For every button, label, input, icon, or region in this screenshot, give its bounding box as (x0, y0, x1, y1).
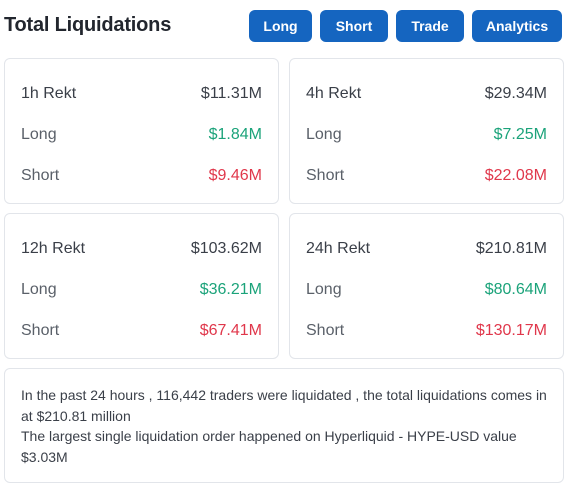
header-buttons: Long Short Trade Analytics (249, 10, 562, 42)
trade-button[interactable]: Trade (396, 10, 464, 42)
card-total-row: 12h Rekt $103.62M (21, 238, 262, 260)
page-title: Total Liquidations (4, 14, 172, 36)
card-long-label: Long (21, 281, 57, 298)
card-period-label: 4h Rekt (306, 85, 362, 102)
analytics-button[interactable]: Analytics (472, 10, 562, 42)
card-short-label: Short (21, 322, 60, 339)
card-short-row: Short $9.46M (21, 165, 262, 187)
card-long-row: Long $80.64M (306, 279, 547, 301)
summary-total-text: In the past 24 hours , 116,442 traders w… (21, 387, 547, 424)
card-short-row: Short $22.08M (306, 165, 547, 187)
card-short-label: Short (306, 322, 345, 339)
rekt-card-24h: 24h Rekt $210.81M Long $80.64M Short $13… (289, 213, 564, 359)
card-long-value: $80.64M (484, 281, 547, 298)
summary-largest-order-text: The largest single liquidation order hap… (21, 428, 517, 465)
card-long-row: Long $36.21M (21, 279, 262, 301)
card-long-value: $7.25M (493, 126, 547, 143)
card-total-value: $29.34M (484, 85, 547, 102)
card-long-row: Long $1.84M (21, 124, 262, 146)
card-long-value: $1.84M (208, 126, 262, 143)
short-button[interactable]: Short (320, 10, 388, 42)
card-long-value: $36.21M (199, 281, 262, 298)
card-short-label: Short (21, 167, 60, 184)
card-short-value: $9.46M (208, 167, 262, 184)
long-button[interactable]: Long (249, 10, 312, 42)
card-short-row: Short $130.17M (306, 320, 547, 342)
rekt-card-12h: 12h Rekt $103.62M Long $36.21M Short $67… (4, 213, 279, 359)
card-total-row: 1h Rekt $11.31M (21, 83, 262, 105)
card-long-label: Long (306, 281, 342, 298)
card-period-label: 24h Rekt (306, 240, 371, 257)
card-long-label: Long (306, 126, 342, 143)
liquidation-summary: In the past 24 hours , 116,442 traders w… (4, 368, 564, 483)
card-short-value: $67.41M (199, 322, 262, 339)
card-period-label: 1h Rekt (21, 85, 77, 102)
card-long-row: Long $7.25M (306, 124, 547, 146)
card-short-value: $130.17M (475, 322, 547, 339)
card-short-row: Short $67.41M (21, 320, 262, 342)
card-total-value: $11.31M (200, 85, 262, 102)
card-period-label: 12h Rekt (21, 240, 86, 257)
card-short-value: $22.08M (484, 167, 547, 184)
card-total-value: $103.62M (190, 240, 262, 257)
card-total-row: 24h Rekt $210.81M (306, 238, 547, 260)
rekt-card-4h: 4h Rekt $29.34M Long $7.25M Short $22.08… (289, 58, 564, 204)
header: Total Liquidations Long Short Trade Anal… (4, 10, 564, 42)
card-short-label: Short (306, 167, 345, 184)
rekt-card-1h: 1h Rekt $11.31M Long $1.84M Short $9.46M (4, 58, 279, 204)
card-total-row: 4h Rekt $29.34M (306, 83, 547, 105)
card-long-label: Long (21, 126, 57, 143)
card-total-value: $210.81M (475, 240, 547, 257)
